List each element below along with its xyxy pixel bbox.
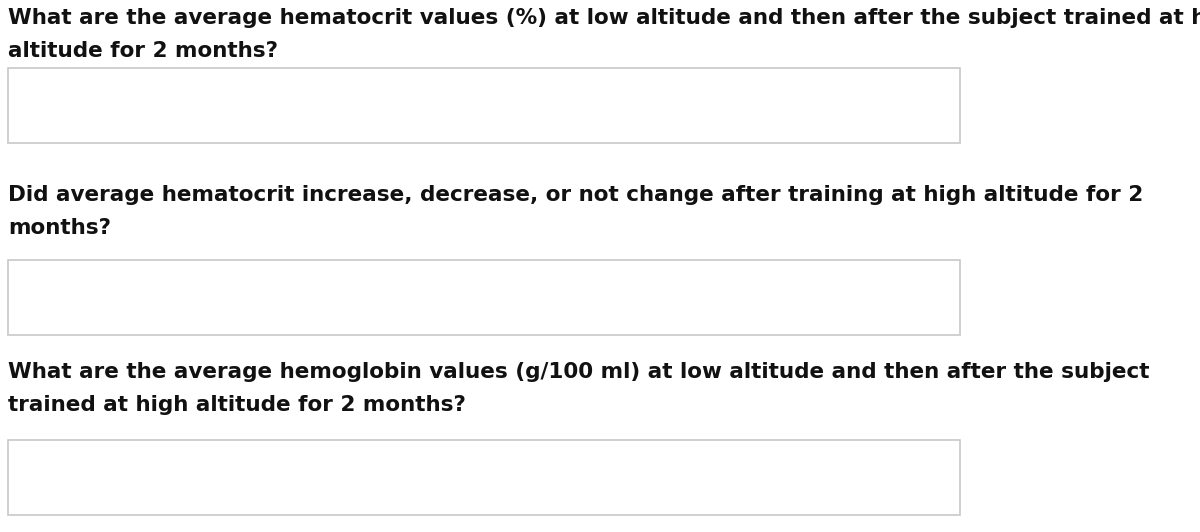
Bar	[8, 440, 960, 515]
Bar	[8, 68, 960, 143]
Text: What are the average hematocrit values (%) at low altitude and then after the su: What are the average hematocrit values (…	[8, 8, 1200, 61]
Text: What are the average hemoglobin values (g/100 ml) at low altitude and then after: What are the average hemoglobin values (…	[8, 362, 1150, 415]
Text: Did average hematocrit increase, decrease, or not change after training at high : Did average hematocrit increase, decreas…	[8, 185, 1144, 238]
Bar	[8, 260, 960, 335]
